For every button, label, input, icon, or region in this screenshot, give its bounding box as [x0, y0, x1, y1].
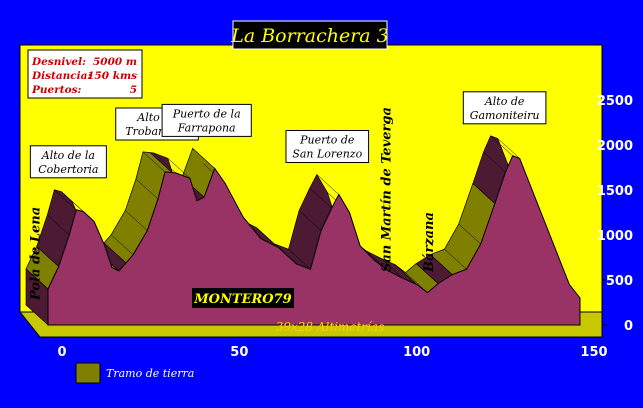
peak-label: San Lorenzo — [292, 148, 362, 161]
band-stripe — [125, 210, 148, 231]
legend-swatch-dirt — [75, 362, 101, 384]
band-stripe — [47, 214, 70, 236]
band-stripe — [472, 183, 496, 204]
y-tick-label: 2000 — [597, 139, 633, 154]
title-box: La Borrachera 3 — [230, 20, 389, 50]
legend-label-dirt: Tramo de tierra — [106, 367, 194, 380]
x-axis: 0 50 100 150 — [57, 345, 607, 360]
y-axis: 0 500 1000 1500 2000 2500 — [597, 94, 633, 334]
stat-value-puertos: 5 — [130, 84, 137, 96]
peak-label-box — [285, 130, 370, 163]
town-label: Bárzana — [422, 212, 437, 273]
y-tick-label: 500 — [606, 274, 633, 289]
peak-label: Puerto de — [299, 134, 355, 147]
profile-area — [47, 155, 581, 326]
y-tick-label: 0 — [624, 319, 633, 334]
y-tick-label: 1500 — [597, 184, 633, 199]
peak-label-box — [29, 145, 107, 179]
band-stripe — [415, 263, 439, 284]
band-stripe — [490, 135, 513, 156]
band-stripe — [298, 210, 322, 231]
band-stripe — [430, 254, 453, 275]
peak-label-box — [161, 103, 252, 137]
peak-label-box — [462, 91, 547, 125]
band-stripe — [309, 187, 332, 209]
band-stripe — [316, 174, 339, 195]
credit-box-text: MONTERO79 — [193, 292, 291, 307]
band-stripe — [394, 264, 418, 285]
peak-label: Alto de la — [41, 149, 95, 162]
stat-value-desnivel: 5000 m — [93, 56, 137, 68]
stat-value-distancia: 150 kms — [87, 70, 137, 82]
peak-label: Alto de — [484, 95, 525, 108]
stats-box: Desnivel: 5000 m Distancia: 150 kms Puer… — [27, 49, 143, 99]
band-stripe — [54, 189, 77, 210]
band-stripe — [288, 249, 311, 270]
stat-label-puertos: Puertos: — [31, 84, 82, 96]
band-stripe — [142, 151, 166, 173]
band-stripe — [135, 178, 159, 200]
y-tick-label: 2500 — [597, 94, 633, 109]
x-tick-label: 50 — [230, 345, 248, 360]
band-stripe — [380, 258, 403, 279]
town-label: San Martín de Teverga — [380, 107, 395, 272]
stat-label-desnivel: Desnivel: — [31, 56, 86, 68]
band-stripe — [167, 158, 191, 179]
credit-text: 39x28 Altimetrías — [276, 320, 384, 334]
stat-label-distancia: Distancia: — [31, 70, 91, 82]
band-stripe — [153, 152, 176, 174]
band-stripe — [444, 249, 467, 270]
chart-title: La Borrachera 3 — [230, 25, 389, 47]
x-tick-label: 100 — [403, 345, 430, 360]
credit-box: MONTERO79 — [192, 288, 294, 308]
x-tick-label: 0 — [57, 345, 66, 360]
town-label: Pola de Lena — [29, 207, 44, 301]
peak-label: Cobertoria — [38, 163, 98, 176]
legend: Tramo de tierra — [75, 362, 194, 384]
y-tick-label: 1000 — [597, 229, 633, 244]
profile-group — [25, 135, 581, 326]
band-stripe — [497, 138, 520, 159]
band-stripe — [36, 246, 59, 267]
peak-label: Farrapona — [177, 121, 236, 134]
band-stripe — [458, 223, 481, 245]
band-stripe — [483, 151, 506, 173]
peak-label: Puerto de la — [172, 107, 241, 120]
peak-label: Gamoniteiru — [470, 109, 540, 122]
band-stripe — [110, 234, 134, 255]
x-tick-label: 150 — [580, 345, 607, 360]
band-stripe — [192, 148, 215, 169]
